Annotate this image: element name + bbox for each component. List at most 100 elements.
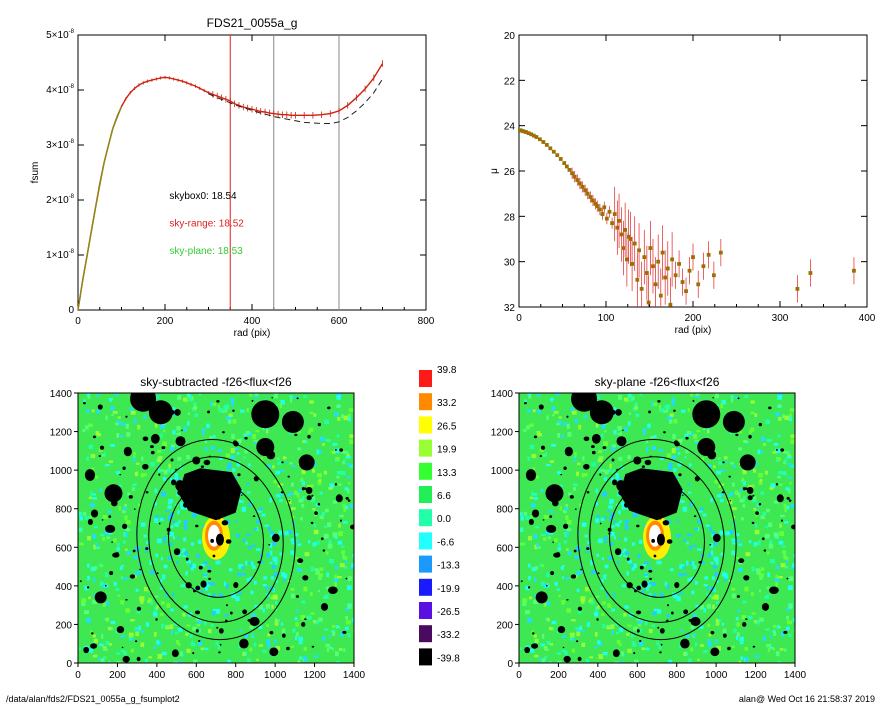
image-noise (527, 617, 532, 623)
x-tick-label: 400 (590, 670, 607, 681)
image-noise (153, 646, 157, 649)
star-mask (216, 399, 220, 403)
image-noise (234, 448, 239, 451)
star-mask (742, 487, 746, 491)
image-noise (552, 413, 555, 417)
image-noise (160, 433, 163, 438)
aperture-ellipse (577, 438, 737, 641)
image-noise (782, 450, 787, 454)
image-noise (617, 537, 621, 540)
image-noise (212, 593, 216, 597)
image-noise (162, 441, 167, 447)
mu-data-point (621, 246, 626, 250)
image-noise (155, 553, 159, 557)
image-noise (319, 478, 322, 482)
image-noise (546, 415, 549, 421)
image-noise (682, 506, 687, 512)
image-noise (313, 524, 317, 528)
star-mask (269, 630, 274, 635)
star-mask (538, 404, 544, 410)
image-noise (177, 628, 180, 631)
star-mask (307, 434, 311, 439)
image-noise (688, 658, 692, 663)
image-noise (603, 574, 607, 580)
y-tick-label: 800 (496, 505, 513, 516)
image-noise (300, 477, 303, 482)
mu-data-point (619, 232, 624, 237)
image-noise (668, 462, 673, 468)
image-noise (733, 515, 736, 519)
image-noise (79, 542, 84, 546)
colorbar-label: 39.8 (437, 365, 457, 376)
image-noise (773, 443, 779, 446)
image-noise (645, 438, 649, 444)
image-noise (595, 595, 600, 598)
star-mask (569, 495, 574, 499)
image-noise (250, 590, 254, 595)
image-noise (545, 572, 550, 578)
star-mask (296, 397, 299, 400)
image-noise (572, 487, 577, 491)
image-noise (587, 540, 590, 544)
star-mask (225, 604, 228, 607)
image-noise (677, 452, 681, 455)
image-noise (543, 515, 549, 519)
image-noise (276, 457, 280, 460)
mu-data-point (653, 282, 658, 287)
image-noise (199, 583, 202, 587)
image-noise (289, 462, 293, 465)
image-noise (738, 567, 743, 572)
image-noise (632, 641, 635, 646)
mu-data-point (718, 250, 723, 255)
image-noise (162, 476, 167, 481)
image-noise (245, 541, 248, 545)
image-noise (225, 613, 229, 618)
image-noise (671, 448, 676, 454)
image-noise (250, 561, 254, 566)
image-noise (152, 611, 158, 617)
image-noise (249, 647, 253, 652)
image-noise (571, 619, 576, 622)
image-noise (716, 404, 720, 407)
x-tick-label: 800 (668, 670, 685, 681)
mu-data-point (711, 273, 716, 278)
star-mask (249, 616, 260, 626)
image-noise (658, 404, 662, 410)
x-tick-label: 0 (516, 670, 522, 681)
image-noise (104, 601, 110, 606)
star-mask (242, 609, 248, 615)
image-noise (298, 636, 303, 642)
image-noise (557, 420, 563, 425)
y-tick-label: 1000 (50, 466, 73, 477)
image-noise (154, 518, 159, 523)
image-noise (238, 564, 244, 569)
image-noise (130, 619, 135, 622)
x-tick-label: 200 (157, 316, 174, 327)
image-noise (537, 409, 542, 414)
colorbar-swatch (419, 462, 432, 480)
mu-data-point (670, 257, 675, 262)
image-noise (685, 652, 688, 655)
image-noise (528, 563, 531, 568)
image-noise (178, 627, 183, 633)
star-mask (83, 646, 90, 654)
image-noise (712, 565, 718, 569)
image-noise (676, 520, 679, 523)
image-noise (335, 625, 339, 629)
image-noise (753, 508, 757, 511)
star-mask (674, 581, 680, 589)
image-noise (739, 498, 745, 503)
image-noise (301, 469, 306, 475)
image-noise (788, 488, 791, 494)
image-noise (708, 633, 712, 637)
image-noise (231, 434, 235, 439)
image-noise (707, 623, 711, 628)
image-noise (296, 609, 299, 613)
image-noise (103, 656, 107, 659)
image-noise (724, 573, 729, 579)
star-mask (557, 626, 566, 634)
image-noise (230, 455, 236, 460)
star-mask (786, 496, 790, 500)
star-mask (150, 433, 160, 444)
image-noise (735, 617, 739, 621)
